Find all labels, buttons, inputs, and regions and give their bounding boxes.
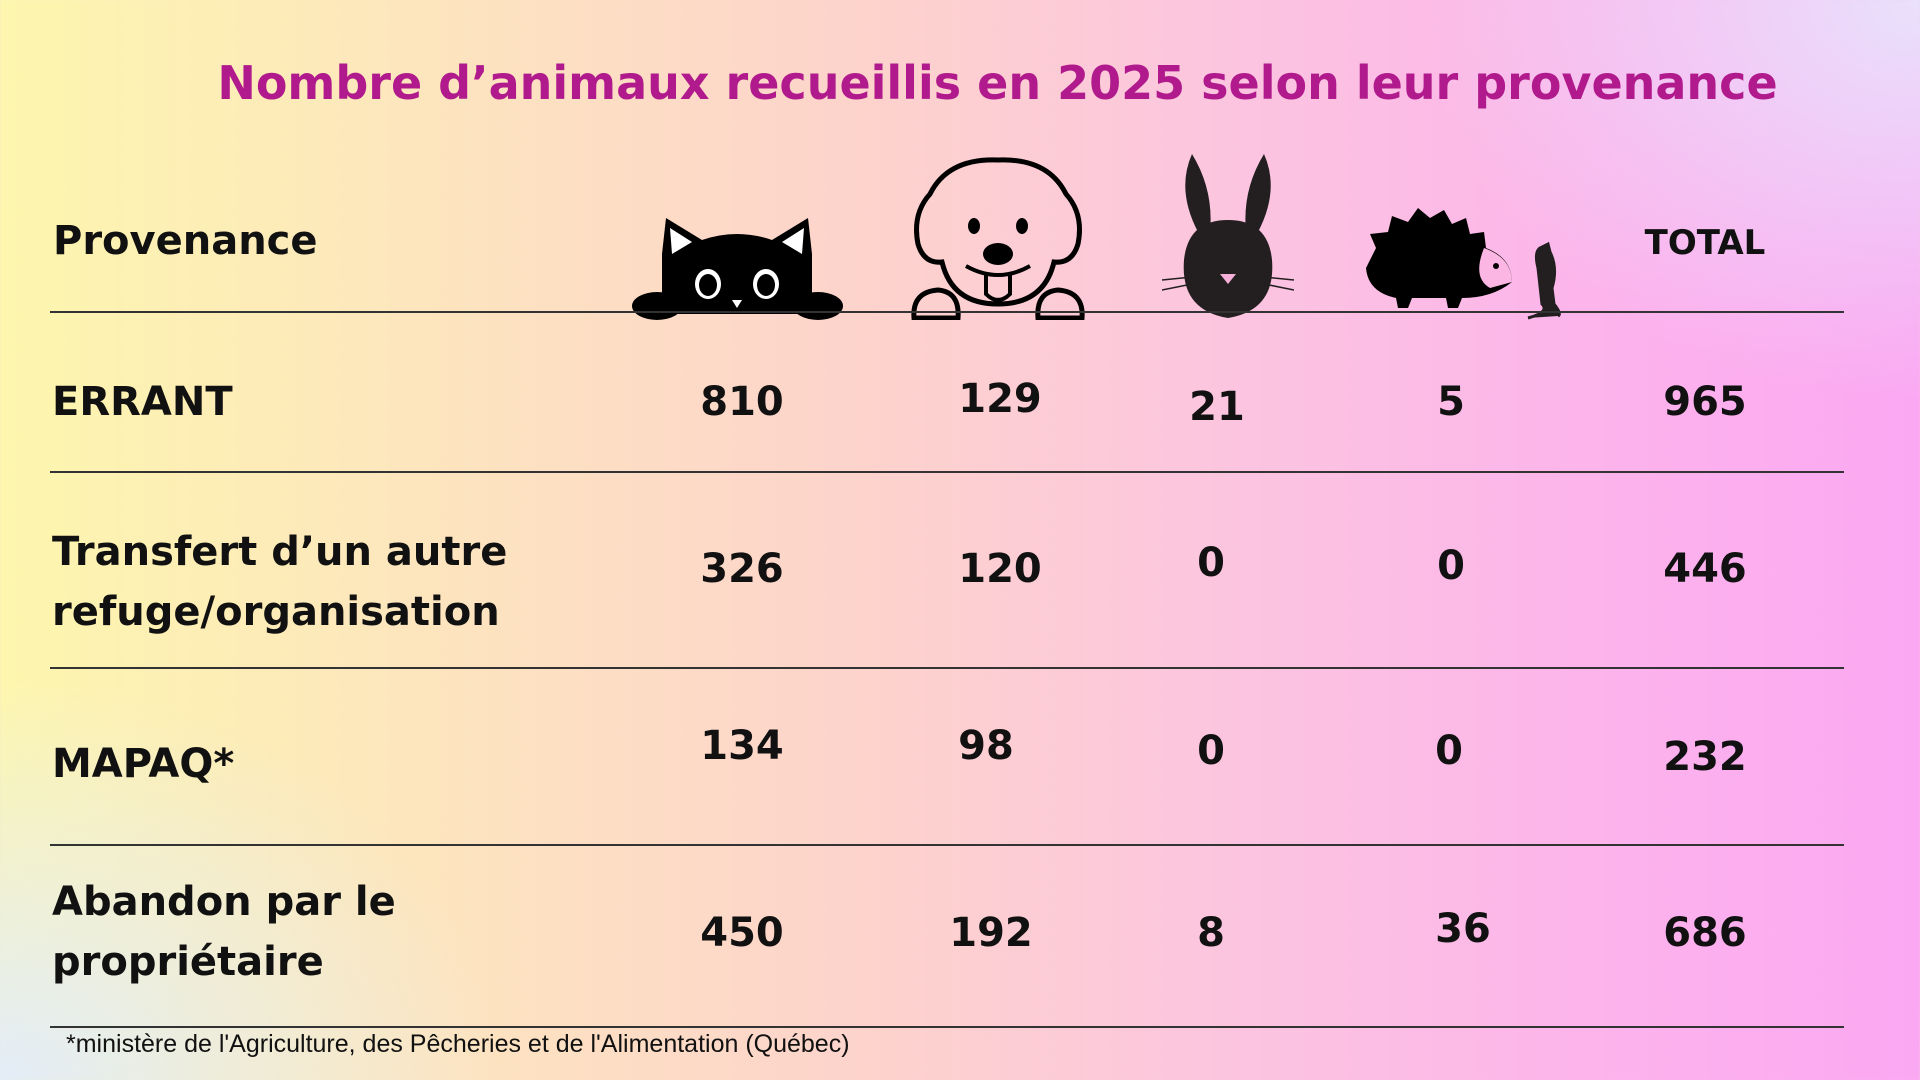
rabbit-icon [1162,154,1294,318]
cell-total: 686 [1663,910,1747,956]
row-label-abandon: Abandon par le propriétaire [52,879,396,985]
cell-other: 5 [1437,379,1465,425]
cell-cat: 134 [700,723,784,769]
cell-rabbit: 21 [1189,384,1245,430]
row-label-errant: ERRANT [52,379,233,425]
footnote: *ministère de l'Agriculture, des Pêcheri… [66,1030,850,1058]
cell-dog: 192 [949,910,1033,956]
cell-cat: 450 [700,910,784,956]
cell-total: 232 [1663,734,1747,780]
cell-total: 965 [1663,379,1747,425]
cell-dog: 98 [958,723,1014,769]
cat-icon [632,218,843,320]
cell-dog: 120 [958,546,1042,592]
page-title: Nombre d’animaux recueillis en 2025 selo… [217,56,1778,110]
row-divider [50,667,1844,669]
row-divider [50,471,1844,473]
dog-icon [911,157,1085,320]
cell-rabbit: 0 [1197,540,1225,586]
cell-other: 0 [1437,543,1465,589]
cell-other: 36 [1435,906,1491,952]
cell-other: 0 [1435,728,1463,774]
cell-rabbit: 0 [1197,728,1225,774]
cell-dog: 129 [958,376,1042,422]
cell-cat: 326 [700,546,784,592]
cell-rabbit: 8 [1197,910,1225,956]
column-header-total: TOTAL [1644,223,1766,263]
cell-cat: 810 [700,379,784,425]
column-header-provenance: Provenance [53,218,318,264]
hedgehog-rat-icon [1366,208,1561,320]
cell-total: 446 [1663,546,1747,592]
header-divider [50,311,1844,313]
row-divider [50,844,1844,846]
row-label-transfert: Transfert d’un autre refuge/organisation [52,529,508,635]
row-label-mapaq: MAPAQ* [52,741,235,787]
row-divider [50,1026,1844,1028]
